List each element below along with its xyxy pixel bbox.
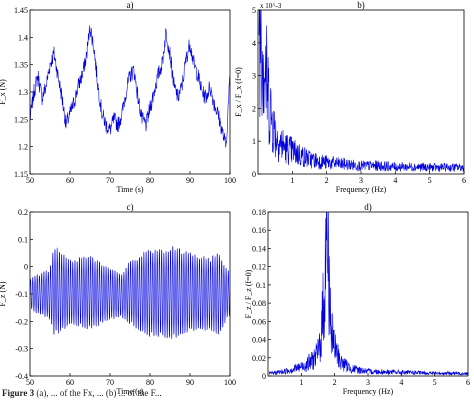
caption-label: Figure 3 [2,388,35,398]
x-tick-label: 4 [399,378,403,387]
panel-2: b) 1 2 3 4 5 6 0 1 2 3 4 5 Frequency (Hz) F_x / F_x (f… [234,0,466,194]
panel-3: c) 50 60 70 80 90 100 -0.4 -0.3 -0.2 -0.1 0 0.1 0.2 Ti… [0,202,236,396]
x-tick-label: 90 [186,378,194,387]
x-tick-label: 5 [433,378,437,387]
x-tick-label: 2 [325,176,329,185]
y-tick-label: 1.4 [18,33,28,42]
series-line [30,25,230,148]
x-tick-label: 90 [186,176,194,185]
y-tick-label: 1.3 [18,88,28,97]
x-axis-label: Frequency (Hz) [343,387,394,396]
y-tick-label: 1.15 [14,170,28,179]
y-tick-label: 4 [252,39,256,48]
plot-area [268,212,468,376]
plot-area [30,25,230,148]
figure-caption: Figure 3 (a), ... of the Fx, ... (b) ...… [2,388,472,402]
y-tick-label: 0.08 [252,299,266,308]
y-tick-label: 1.35 [14,61,28,70]
y-axis-label: F_z / F_z (f=0) [244,269,253,318]
x-axis-label: Time (s) [116,387,143,396]
y-tick-label: 0.1 [256,281,266,290]
y-tick-label: 0.02 [252,354,266,363]
y-tick-label: 0.04 [252,336,266,345]
caption-text: (a), ... of the Fx, ... (b) ... of the F… [36,388,162,398]
x-tick-label: 2 [333,378,337,387]
series-line [268,212,468,376]
y-tick-label: 0.1 [18,235,28,244]
y-tick-label: -0.2 [15,317,28,326]
x-axis-label: Frequency (Hz) [336,185,387,194]
x-tick-label: 70 [106,176,114,185]
y-tick-label: 1.45 [14,6,28,15]
y-tick-label: 0.2 [18,208,28,217]
x-tick-label: 80 [146,378,154,387]
y-tick-label: 1 [252,137,256,146]
y-multiplier: x 10^-3 [260,2,282,10]
y-tick-label: 0 [252,170,256,179]
y-tick-label: 0.14 [252,244,266,253]
series-line [258,10,464,172]
series-line [30,246,230,339]
x-tick-label: 1 [290,176,294,185]
y-tick-label: 0.06 [252,317,266,326]
y-tick-label: -0.3 [15,345,28,354]
x-tick-label: 100 [224,378,236,387]
axes-frame [267,211,469,377]
y-axis-label: F_z (N) [0,281,7,306]
y-tick-label: -0.4 [15,372,28,381]
panel-label: a) [127,0,134,10]
plot-area [258,10,464,172]
x-tick-label: 4 [393,176,397,185]
x-tick-label: 60 [66,176,74,185]
y-tick-label: 1.25 [14,115,28,124]
x-tick-label: 60 [66,378,74,387]
y-tick-label: 5 [252,6,256,15]
x-tick-label: 6 [462,176,466,185]
y-tick-label: 0.12 [252,263,266,272]
y-tick-label: -0.1 [15,290,28,299]
y-tick-label: 3 [252,72,256,81]
x-tick-label: 50 [26,378,34,387]
y-axis-label: F_x (N) [0,79,7,105]
panel-label: b) [357,0,365,10]
panel-1: a) 50 60 70 80 90 100 1.15 1.2 1.25 1.3 1.35 1.4 1.45… [0,0,236,194]
x-tick-label: 50 [26,176,34,185]
axes-frame [29,9,231,175]
panel-label: c) [127,202,134,212]
x-axis-label: Time (s) [116,185,143,194]
x-tick-label: 3 [359,176,363,185]
x-tick-label: 70 [106,378,114,387]
x-tick-label: 6 [466,378,470,387]
y-tick-label: 0.16 [252,226,266,235]
y-axis-label: F_x / F_x (f=0) [234,67,243,117]
x-tick-label: 80 [146,176,154,185]
y-tick-label: 0.18 [252,208,266,217]
panel-label: d) [364,202,372,212]
y-tick-label: 2 [252,104,256,113]
plot-area [30,246,230,339]
x-tick-label: 1 [299,378,303,387]
x-tick-label: 3 [366,378,370,387]
x-tick-label: 100 [224,176,236,185]
y-tick-label: 0 [262,372,266,381]
y-tick-label: 0 [24,263,28,272]
x-tick-label: 5 [428,176,432,185]
panel-4: d) 1 2 3 4 5 6 0 0.02 0.04 0.06 0.08 0.1 0.12 0.14 0.16… [244,202,470,396]
y-tick-label: 1.2 [18,143,28,152]
